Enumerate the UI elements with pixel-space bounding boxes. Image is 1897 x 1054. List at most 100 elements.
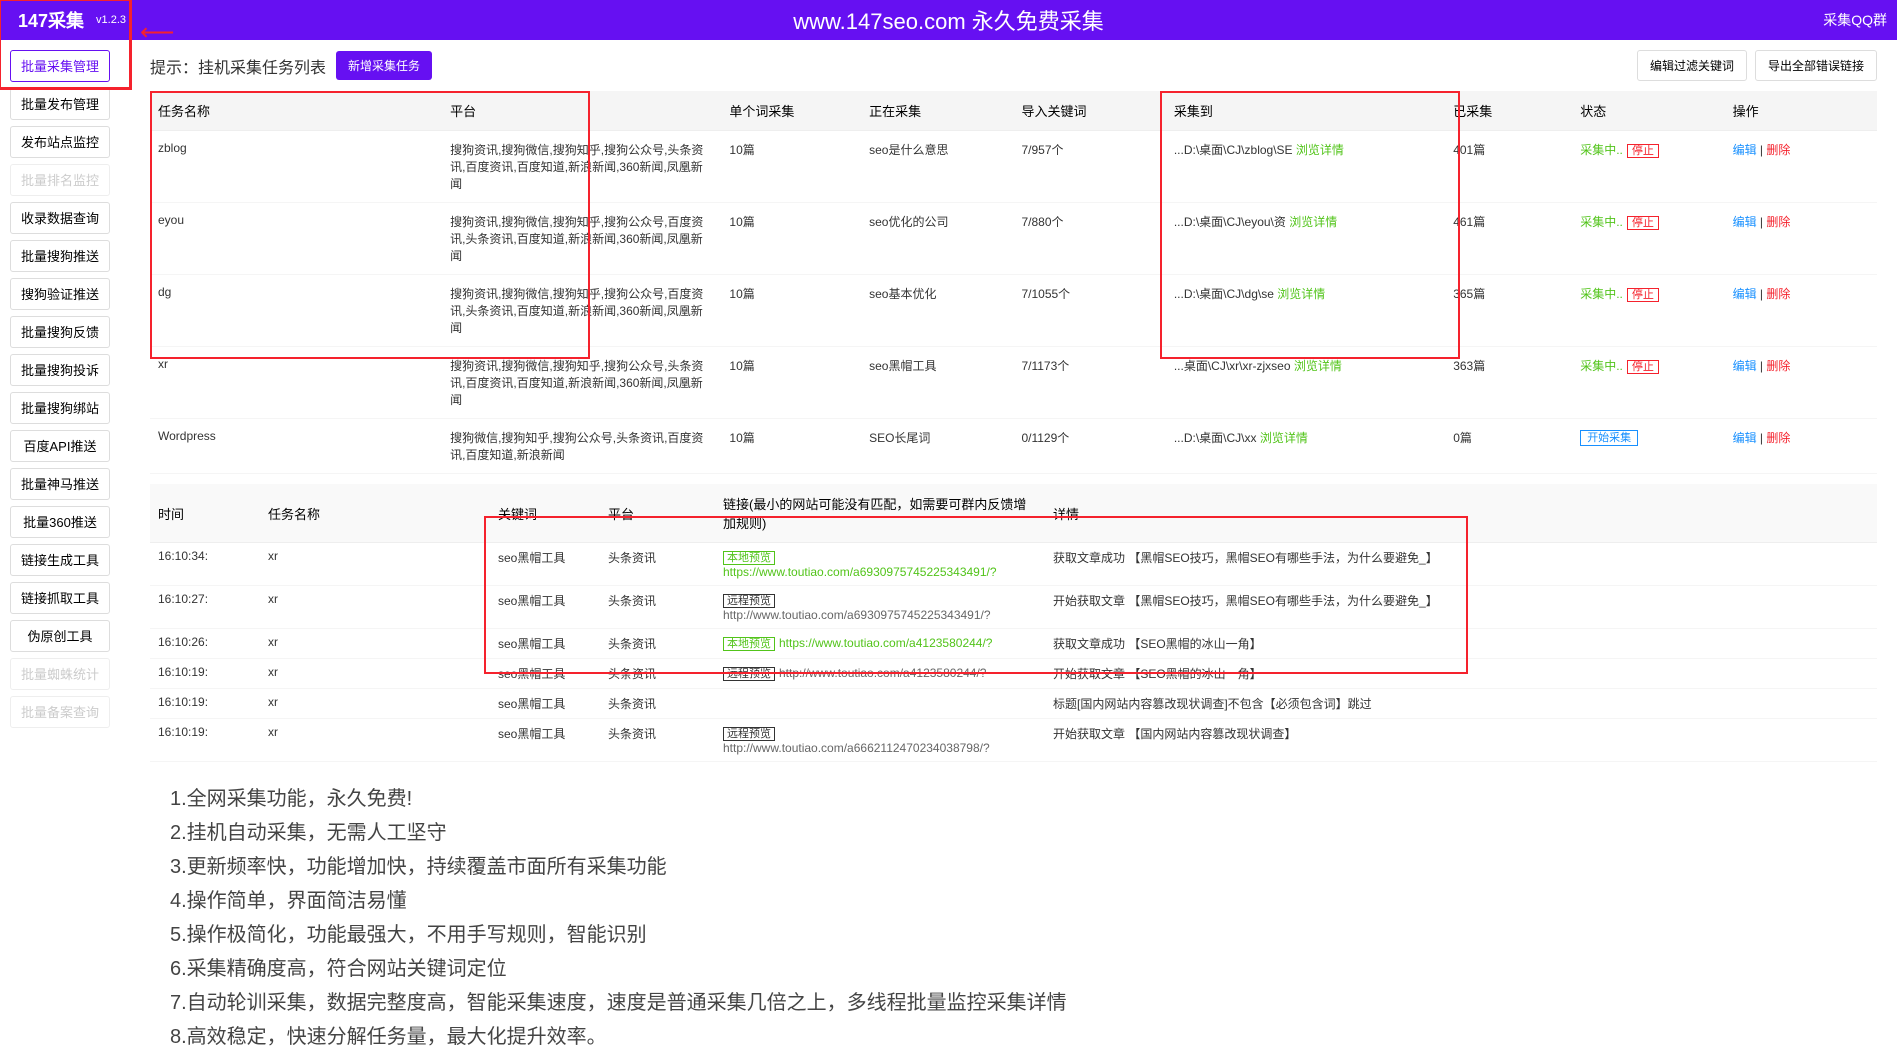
task-keyword: 7/880个 [1013, 203, 1165, 275]
task-collecting: seo基本优化 [861, 275, 1013, 347]
content-header: 提示：挂机采集任务列表 新增采集任务 编辑过滤关键词 导出全部错误链接 [150, 50, 1877, 81]
sidebar-item-2[interactable]: 发布站点监控 [10, 126, 110, 158]
task-keyword: 7/1173个 [1013, 347, 1165, 419]
log-time: 16:10:19: [150, 659, 260, 689]
task-platform: 搜狗微信,搜狗知乎,搜狗公众号,头条资讯,百度资讯,百度知道,新浪新闻 [442, 419, 721, 474]
stop-button[interactable]: 停止 [1627, 144, 1659, 158]
sidebar-item-13[interactable]: 链接生成工具 [10, 544, 110, 576]
edit-link[interactable]: 编辑 [1733, 215, 1757, 229]
log-keyword: seo黑帽工具 [490, 629, 600, 659]
task-collected: 0篇 [1445, 419, 1572, 474]
status-text: 采集中.. [1580, 143, 1623, 157]
sidebar-item-10[interactable]: 百度API推送 [10, 430, 110, 462]
task-platform: 搜狗资讯,搜狗微信,搜狗知乎,搜狗公众号,百度资讯,头条资讯,百度知道,新浪新闻… [442, 203, 721, 275]
task-single: 10篇 [721, 275, 861, 347]
sidebar-item-8[interactable]: 批量搜狗投诉 [10, 354, 110, 386]
log-platform: 头条资讯 [600, 543, 715, 586]
task-header: 正在采集 [861, 91, 1013, 131]
edit-link[interactable]: 编辑 [1733, 431, 1757, 445]
delete-link[interactable]: 删除 [1766, 431, 1790, 445]
log-url[interactable]: http://www.toutiao.com/a6662112470234038… [723, 741, 990, 755]
sidebar-item-14[interactable]: 链接抓取工具 [10, 582, 110, 614]
browse-link[interactable]: 浏览详情 [1260, 431, 1308, 445]
task-collected: 365篇 [1445, 275, 1572, 347]
log-time: 16:10:26: [150, 629, 260, 659]
sidebar-item-0[interactable]: 批量采集管理 [10, 50, 110, 82]
task-keyword: 7/957个 [1013, 131, 1165, 203]
delete-link[interactable]: 删除 [1766, 215, 1790, 229]
feature-item: 1.全网采集功能，永久免费! [170, 782, 1877, 816]
stop-button[interactable]: 停止 [1627, 216, 1659, 230]
filter-keyword-button[interactable]: 编辑过滤关键词 [1637, 50, 1747, 81]
browse-link[interactable]: 浏览详情 [1289, 215, 1337, 229]
sidebar-item-3: 批量排名监控 [10, 164, 110, 196]
edit-link[interactable]: 编辑 [1733, 287, 1757, 301]
log-row: 16:10:19: xr seo黑帽工具 头条资讯 远程预览http://www… [150, 719, 1877, 762]
log-task: xr [260, 629, 490, 659]
sidebar-item-17: 批量备案查询 [10, 696, 110, 728]
task-table: 任务名称平台单个词采集正在采集导入关键词采集到已采集状态操作 zblog 搜狗资… [150, 91, 1877, 474]
stop-button[interactable]: 停止 [1627, 288, 1659, 302]
task-platform: 搜狗资讯,搜狗微信,搜狗知乎,搜狗公众号,头条资讯,百度资讯,百度知道,新浪新闻… [442, 347, 721, 419]
task-name: zblog [150, 131, 442, 203]
log-task: xr [260, 659, 490, 689]
delete-link[interactable]: 删除 [1766, 287, 1790, 301]
edit-link[interactable]: 编辑 [1733, 143, 1757, 157]
sidebar-item-7[interactable]: 批量搜狗反馈 [10, 316, 110, 348]
task-name: eyou [150, 203, 442, 275]
browse-link[interactable]: 浏览详情 [1277, 287, 1325, 301]
sidebar-item-15[interactable]: 伪原创工具 [10, 620, 110, 652]
status-text: 采集中.. [1580, 215, 1623, 229]
stop-button[interactable]: 停止 [1627, 360, 1659, 374]
feature-item: 3.更新频率快，功能增加快，持续覆盖市面所有采集功能 [170, 850, 1877, 884]
task-collected: 461篇 [1445, 203, 1572, 275]
start-button[interactable]: 开始采集 [1580, 430, 1638, 446]
log-detail: 开始获取文章 【国内网站内容篡改现状调查】 [1045, 719, 1877, 762]
task-collected: 363篇 [1445, 347, 1572, 419]
task-row: zblog 搜狗资讯,搜狗微信,搜狗知乎,搜狗公众号,头条资讯,百度资讯,百度知… [150, 131, 1877, 203]
task-keyword: 7/1055个 [1013, 275, 1165, 347]
log-url[interactable]: http://www.toutiao.com/a4123580244/? [779, 666, 986, 680]
sidebar-item-9[interactable]: 批量搜狗绑站 [10, 392, 110, 424]
task-header: 任务名称 [150, 91, 442, 131]
preview-tag[interactable]: 本地预览 [723, 637, 775, 651]
delete-link[interactable]: 删除 [1766, 143, 1790, 157]
sidebar-item-1[interactable]: 批量发布管理 [10, 88, 110, 120]
task-row: dg 搜狗资讯,搜狗微信,搜狗知乎,搜狗公众号,百度资讯,头条资讯,百度知道,新… [150, 275, 1877, 347]
qq-group-link[interactable]: 采集QQ群 [1823, 10, 1887, 30]
preview-tag[interactable]: 远程预览 [723, 667, 775, 681]
log-platform: 头条资讯 [600, 586, 715, 629]
log-platform: 头条资讯 [600, 659, 715, 689]
log-keyword: seo黑帽工具 [490, 719, 600, 762]
sidebar-item-12[interactable]: 批量360推送 [10, 506, 110, 538]
log-header: 任务名称 [260, 484, 490, 543]
browse-link[interactable]: 浏览详情 [1294, 359, 1342, 373]
log-url[interactable]: https://www.toutiao.com/a693097574522534… [723, 565, 997, 579]
sidebar-item-11[interactable]: 批量神马推送 [10, 468, 110, 500]
browse-link[interactable]: 浏览详情 [1296, 143, 1344, 157]
sidebar-item-5[interactable]: 批量搜狗推送 [10, 240, 110, 272]
log-row: 16:10:19: xr seo黑帽工具 头条资讯 标题[国内网站内容篡改现状调… [150, 689, 1877, 719]
sidebar-item-6[interactable]: 搜狗验证推送 [10, 278, 110, 310]
log-url[interactable]: https://www.toutiao.com/a4123580244/? [779, 636, 992, 650]
export-error-button[interactable]: 导出全部错误链接 [1755, 50, 1877, 81]
log-url[interactable]: http://www.toutiao.com/a6930975745225343… [723, 608, 991, 622]
task-target: ...D:\桌面\CJ\eyou\资 浏览详情 [1166, 203, 1445, 275]
task-target: ...D:\桌面\CJ\zblog\SE 浏览详情 [1166, 131, 1445, 203]
log-task: xr [260, 586, 490, 629]
edit-link[interactable]: 编辑 [1733, 359, 1757, 373]
log-row: 16:10:19: xr seo黑帽工具 头条资讯 远程预览http://www… [150, 659, 1877, 689]
log-header: 平台 [600, 484, 715, 543]
log-task: xr [260, 689, 490, 719]
sidebar-item-4[interactable]: 收录数据查询 [10, 202, 110, 234]
preview-tag[interactable]: 本地预览 [723, 551, 775, 565]
new-task-button[interactable]: 新增采集任务 [336, 51, 432, 80]
delete-link[interactable]: 删除 [1766, 359, 1790, 373]
preview-tag[interactable]: 远程预览 [723, 594, 775, 608]
hint-text: 提示：挂机采集任务列表 [150, 54, 326, 78]
preview-tag[interactable]: 远程预览 [723, 727, 775, 741]
log-time: 16:10:34: [150, 543, 260, 586]
log-detail: 获取文章成功 【SEO黑帽的冰山一角】 [1045, 629, 1877, 659]
task-row: eyou 搜狗资讯,搜狗微信,搜狗知乎,搜狗公众号,百度资讯,头条资讯,百度知道… [150, 203, 1877, 275]
task-collecting: seo优化的公司 [861, 203, 1013, 275]
